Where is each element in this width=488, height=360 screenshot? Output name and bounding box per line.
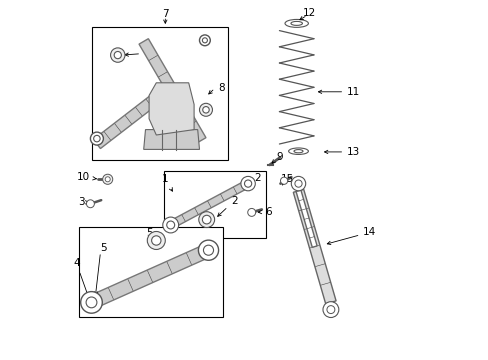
Text: 12: 12 — [302, 8, 315, 18]
Text: 6: 6 — [258, 207, 271, 217]
Circle shape — [166, 221, 174, 229]
Ellipse shape — [290, 22, 302, 26]
Polygon shape — [88, 244, 211, 309]
Text: 5: 5 — [100, 243, 106, 253]
Polygon shape — [168, 180, 249, 229]
Circle shape — [291, 176, 305, 191]
Ellipse shape — [288, 148, 308, 154]
Text: 9: 9 — [276, 152, 283, 162]
Bar — [163, 171, 265, 238]
Circle shape — [86, 297, 97, 308]
Polygon shape — [93, 91, 163, 149]
Text: 15: 15 — [280, 174, 293, 184]
Circle shape — [199, 35, 210, 46]
Circle shape — [86, 200, 94, 208]
Circle shape — [203, 107, 209, 113]
Text: 2: 2 — [217, 196, 237, 216]
Circle shape — [94, 135, 100, 142]
Circle shape — [81, 292, 102, 313]
Circle shape — [326, 306, 334, 314]
Text: 2: 2 — [253, 173, 260, 183]
Circle shape — [244, 180, 251, 187]
Text: 14: 14 — [326, 227, 376, 244]
Circle shape — [102, 174, 113, 184]
Circle shape — [202, 215, 211, 224]
Text: 3: 3 — [78, 197, 89, 207]
Polygon shape — [139, 39, 205, 143]
Circle shape — [114, 51, 121, 59]
Circle shape — [202, 38, 207, 43]
Circle shape — [198, 240, 218, 260]
Text: 4: 4 — [73, 258, 89, 299]
Polygon shape — [293, 189, 335, 304]
Circle shape — [163, 217, 178, 233]
Circle shape — [110, 48, 125, 62]
Bar — [79, 227, 223, 317]
Circle shape — [105, 177, 110, 182]
Bar — [91, 27, 228, 160]
Text: 11: 11 — [318, 87, 360, 97]
Text: 7: 7 — [162, 9, 168, 19]
Circle shape — [294, 180, 302, 187]
Circle shape — [322, 302, 338, 318]
Text: 8: 8 — [217, 83, 224, 93]
Circle shape — [151, 236, 161, 245]
Ellipse shape — [293, 150, 303, 153]
Polygon shape — [149, 83, 194, 135]
Ellipse shape — [285, 19, 308, 27]
Text: 10: 10 — [77, 172, 96, 182]
Circle shape — [280, 177, 287, 184]
Circle shape — [90, 132, 103, 145]
Circle shape — [199, 212, 214, 228]
Text: 5: 5 — [146, 228, 156, 240]
Circle shape — [203, 245, 213, 255]
Polygon shape — [143, 130, 199, 149]
Polygon shape — [295, 190, 317, 247]
Circle shape — [241, 176, 255, 191]
Text: 1: 1 — [162, 174, 172, 191]
Circle shape — [247, 208, 255, 216]
Circle shape — [147, 231, 165, 249]
Circle shape — [199, 103, 212, 116]
Text: 8: 8 — [125, 48, 150, 58]
Text: 13: 13 — [324, 147, 360, 157]
